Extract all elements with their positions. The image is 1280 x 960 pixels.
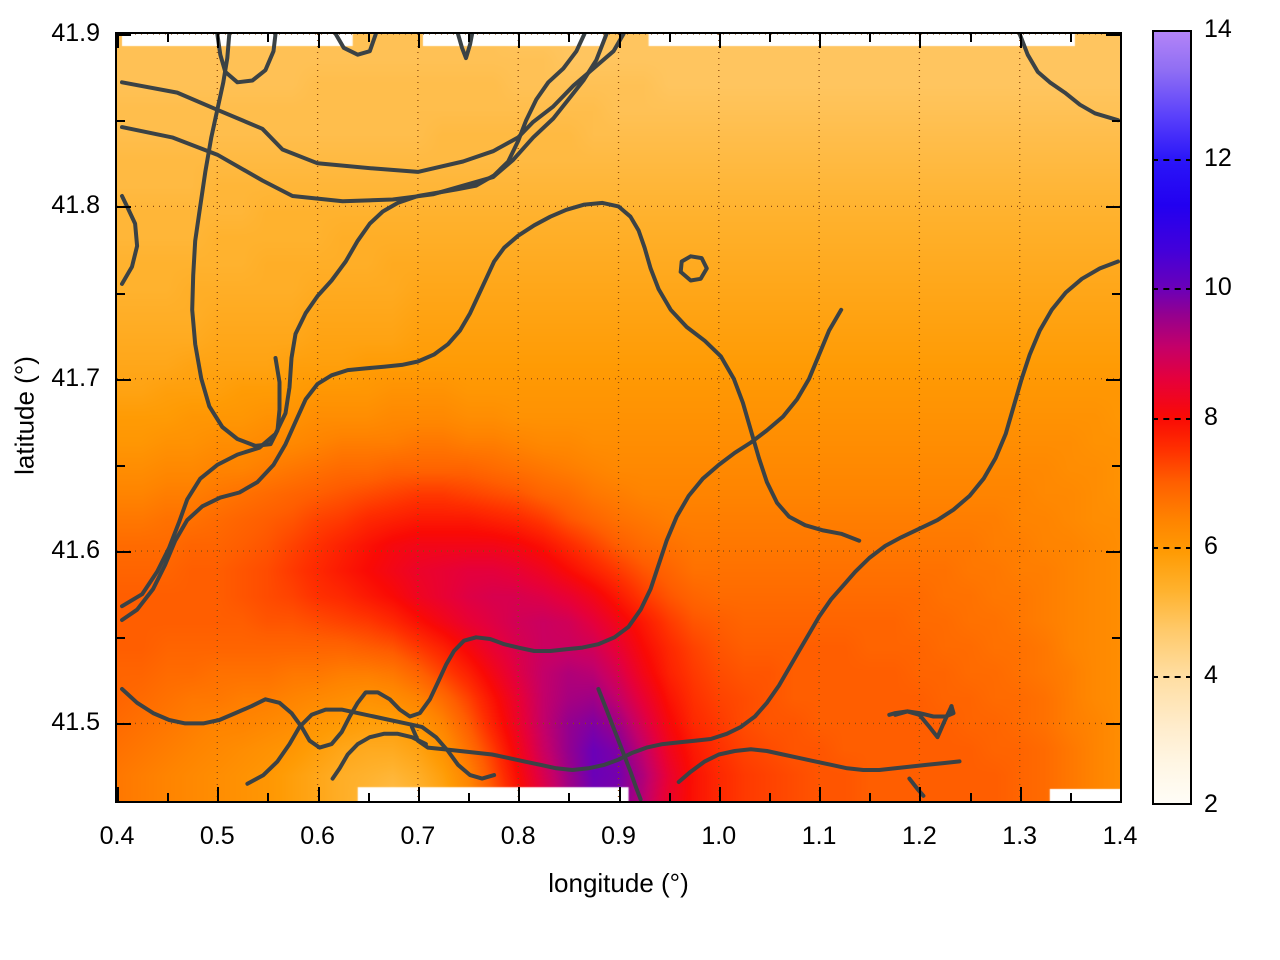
x-tick-label: 0.8 bbox=[500, 822, 536, 850]
tick-mark bbox=[869, 34, 872, 42]
tick-mark bbox=[117, 723, 131, 726]
tick-mark bbox=[217, 34, 220, 48]
tick-mark bbox=[1019, 787, 1022, 801]
tick-mark bbox=[317, 34, 320, 48]
tick-mark bbox=[919, 34, 922, 48]
tick-mark bbox=[117, 637, 125, 640]
x-tick-label: 1.3 bbox=[1002, 822, 1038, 850]
y-tick-label: 41.7 bbox=[51, 363, 100, 392]
tick-mark bbox=[819, 34, 822, 48]
tick-mark bbox=[167, 34, 170, 42]
colorbar-tick-label: 14 bbox=[1204, 15, 1232, 43]
tick-mark bbox=[1106, 551, 1120, 554]
x-tick-label: 1.1 bbox=[801, 822, 837, 850]
x-tick-label: 1.2 bbox=[902, 822, 937, 850]
colorbar-tick-label: 8 bbox=[1204, 402, 1218, 431]
tick-mark bbox=[718, 34, 721, 48]
tick-mark bbox=[1112, 120, 1120, 123]
tick-mark bbox=[167, 793, 170, 801]
tick-mark bbox=[819, 787, 822, 801]
tick-mark bbox=[1069, 793, 1072, 801]
x-tick-label: 0.6 bbox=[300, 822, 335, 850]
y-tick-label: 41.9 bbox=[51, 19, 100, 47]
tick-mark bbox=[1112, 292, 1120, 295]
colorbar-tick-mark bbox=[1152, 159, 1192, 162]
tick-mark bbox=[117, 551, 131, 554]
tick-mark bbox=[969, 793, 972, 801]
x-tick-label: 0.5 bbox=[199, 822, 235, 850]
tick-mark bbox=[317, 787, 320, 801]
tick-mark bbox=[969, 34, 972, 42]
colorbar-tick-label: 4 bbox=[1204, 660, 1218, 689]
colorbar-tick-mark bbox=[1152, 546, 1192, 549]
tick-mark bbox=[417, 787, 420, 801]
tick-mark bbox=[468, 34, 471, 42]
tick-mark bbox=[117, 34, 131, 36]
x-tick-label: 0.9 bbox=[601, 822, 636, 850]
tick-mark bbox=[117, 34, 119, 48]
contour-lines bbox=[120, 34, 1120, 801]
tick-mark bbox=[1019, 34, 1022, 48]
y-tick-label: 41.8 bbox=[51, 191, 100, 220]
tick-mark bbox=[267, 34, 270, 42]
y-tick-label: 41.6 bbox=[51, 536, 100, 565]
tick-mark bbox=[117, 464, 125, 467]
plot-area[interactable] bbox=[115, 32, 1122, 803]
tick-mark bbox=[117, 120, 125, 123]
colorbar-tick-label: 10 bbox=[1204, 273, 1232, 302]
tick-mark bbox=[1112, 637, 1120, 640]
tick-mark bbox=[568, 34, 571, 42]
colorbar-tick-label: 12 bbox=[1204, 144, 1232, 173]
tick-mark bbox=[1069, 34, 1072, 42]
tick-mark bbox=[1106, 34, 1120, 36]
tick-mark bbox=[117, 378, 131, 381]
tick-mark bbox=[267, 793, 270, 801]
tick-mark bbox=[1112, 464, 1120, 467]
y-tick-label: 41.5 bbox=[51, 708, 100, 737]
tick-mark bbox=[367, 793, 370, 801]
tick-mark bbox=[618, 34, 621, 48]
colorbar-tick-mark bbox=[1152, 417, 1192, 420]
tick-mark bbox=[1106, 378, 1120, 381]
colorbar-tick-mark bbox=[1152, 675, 1192, 678]
tick-mark bbox=[117, 787, 119, 801]
tick-mark bbox=[518, 34, 521, 48]
tick-mark bbox=[217, 787, 220, 801]
tick-mark bbox=[417, 34, 420, 48]
tick-mark bbox=[568, 793, 571, 801]
tick-mark bbox=[1120, 34, 1122, 48]
tick-mark bbox=[1106, 723, 1120, 726]
colorbar-tick-mark bbox=[1152, 288, 1192, 291]
x-tick-label: 1.4 bbox=[1102, 822, 1138, 850]
x-tick-label: 0.4 bbox=[99, 822, 135, 850]
tick-mark bbox=[117, 292, 125, 295]
tick-mark bbox=[869, 793, 872, 801]
tick-mark bbox=[718, 787, 721, 801]
tick-mark bbox=[618, 787, 621, 801]
x-tick-label: 1.0 bbox=[701, 822, 737, 850]
tick-mark bbox=[768, 793, 771, 801]
tick-mark bbox=[1106, 206, 1120, 209]
x-axis-title: longitude (°) bbox=[548, 868, 689, 898]
tick-mark bbox=[117, 206, 131, 209]
y-axis-title: latitude (°) bbox=[9, 356, 40, 475]
colorbar-tick-label: 6 bbox=[1204, 531, 1218, 560]
tick-mark bbox=[768, 34, 771, 42]
tick-mark bbox=[668, 34, 671, 42]
tick-mark bbox=[518, 787, 521, 801]
tick-mark bbox=[367, 34, 370, 42]
tick-mark bbox=[468, 793, 471, 801]
colorbar-tick-label: 2 bbox=[1204, 790, 1218, 818]
tick-mark bbox=[1120, 787, 1122, 801]
x-tick-label: 0.7 bbox=[400, 822, 436, 850]
tick-mark bbox=[668, 793, 671, 801]
tick-mark bbox=[919, 787, 922, 801]
